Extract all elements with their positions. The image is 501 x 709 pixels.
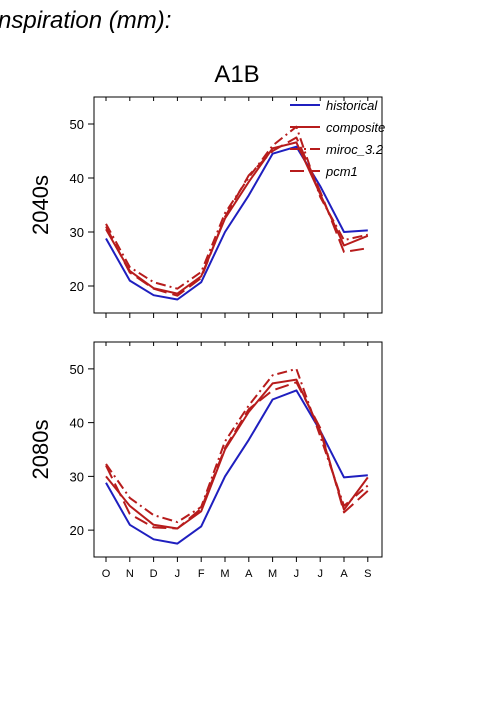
series-line-miroc-3-2 xyxy=(105,367,369,524)
legend-entry: miroc_3.2 xyxy=(326,142,384,157)
x-tick-label: A xyxy=(340,568,348,580)
series-line-historical xyxy=(105,389,368,545)
y-tick-label: 20 xyxy=(70,523,84,538)
x-tick-label: J xyxy=(294,568,300,580)
y-tick-label: 40 xyxy=(70,416,84,431)
legend-entry: pcm1 xyxy=(325,164,358,179)
x-tick-label: M xyxy=(268,568,277,580)
x-tick-label: J xyxy=(175,568,181,580)
plot-frame xyxy=(93,341,383,558)
y-tick-label: 50 xyxy=(70,362,84,377)
y-tick-label: 30 xyxy=(70,225,84,240)
x-tick-label: J xyxy=(317,568,323,580)
legend-entry: composite xyxy=(326,120,385,135)
y-tick-label: 20 xyxy=(70,279,84,294)
x-tick-label: N xyxy=(126,568,134,580)
series-line-pcm1 xyxy=(105,381,369,530)
panel-label: 2040s xyxy=(28,175,53,235)
series-line-historical xyxy=(105,145,368,301)
legend-entry: historical xyxy=(326,98,378,113)
x-tick-label: D xyxy=(150,568,158,580)
panel-2040s: 20 30 40 50 2040s historical composite miroc_3.… xyxy=(28,96,385,318)
y-tick-label: 30 xyxy=(70,469,84,484)
x-tick-label: M xyxy=(220,568,229,580)
scenario-title: A1B xyxy=(214,61,259,88)
x-tick-label: F xyxy=(198,568,205,580)
x-tick-label: S xyxy=(364,568,371,580)
figure-title: nspiration (mm): xyxy=(0,7,171,34)
y-tick-label: 50 xyxy=(70,117,84,132)
x-tick-label: O xyxy=(102,568,111,580)
panel-label: 2080s xyxy=(28,420,53,480)
panel-2080s: 20 30 40 50 O N D J F M A M J J A S 2080s xyxy=(28,341,383,580)
x-tick-label: A xyxy=(245,568,253,580)
y-tick-label: 40 xyxy=(70,171,84,186)
plot-frame xyxy=(93,96,383,314)
series-line-pcm1 xyxy=(105,136,368,297)
